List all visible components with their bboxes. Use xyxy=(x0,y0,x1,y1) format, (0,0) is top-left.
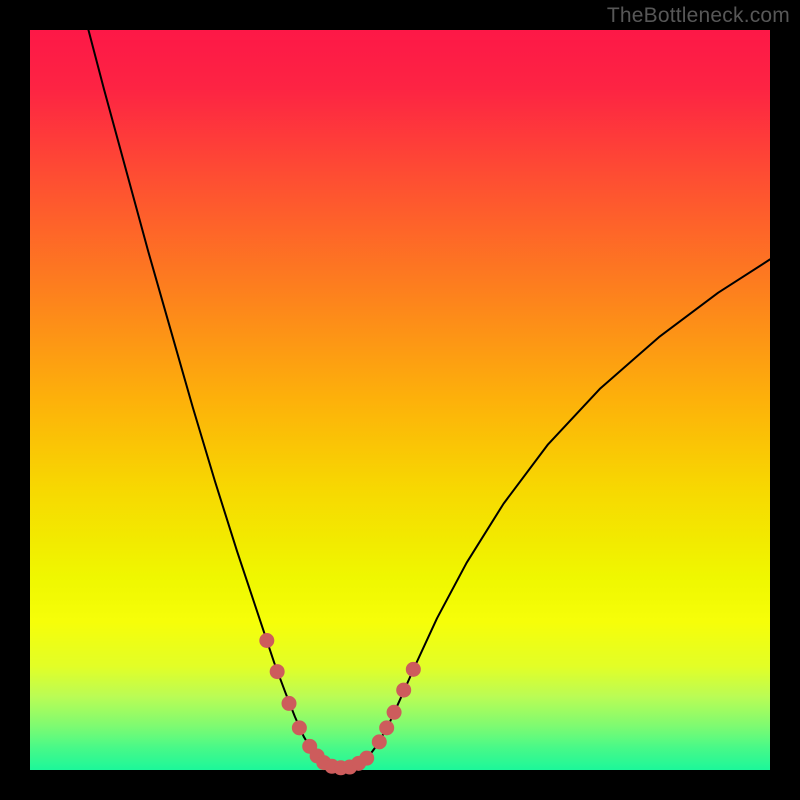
data-marker xyxy=(387,705,401,719)
watermark-label: TheBottleneck.com xyxy=(607,4,790,28)
gradient-background xyxy=(30,30,770,770)
data-marker xyxy=(406,662,420,676)
data-marker xyxy=(360,751,374,765)
data-marker xyxy=(282,696,296,710)
data-marker xyxy=(372,735,386,749)
data-marker xyxy=(292,721,306,735)
data-marker xyxy=(260,634,274,648)
chart-stage: TheBottleneck.com xyxy=(0,0,800,800)
data-marker xyxy=(270,665,284,679)
data-marker xyxy=(380,721,394,735)
v-curve-chart xyxy=(0,0,800,800)
data-marker xyxy=(397,683,411,697)
